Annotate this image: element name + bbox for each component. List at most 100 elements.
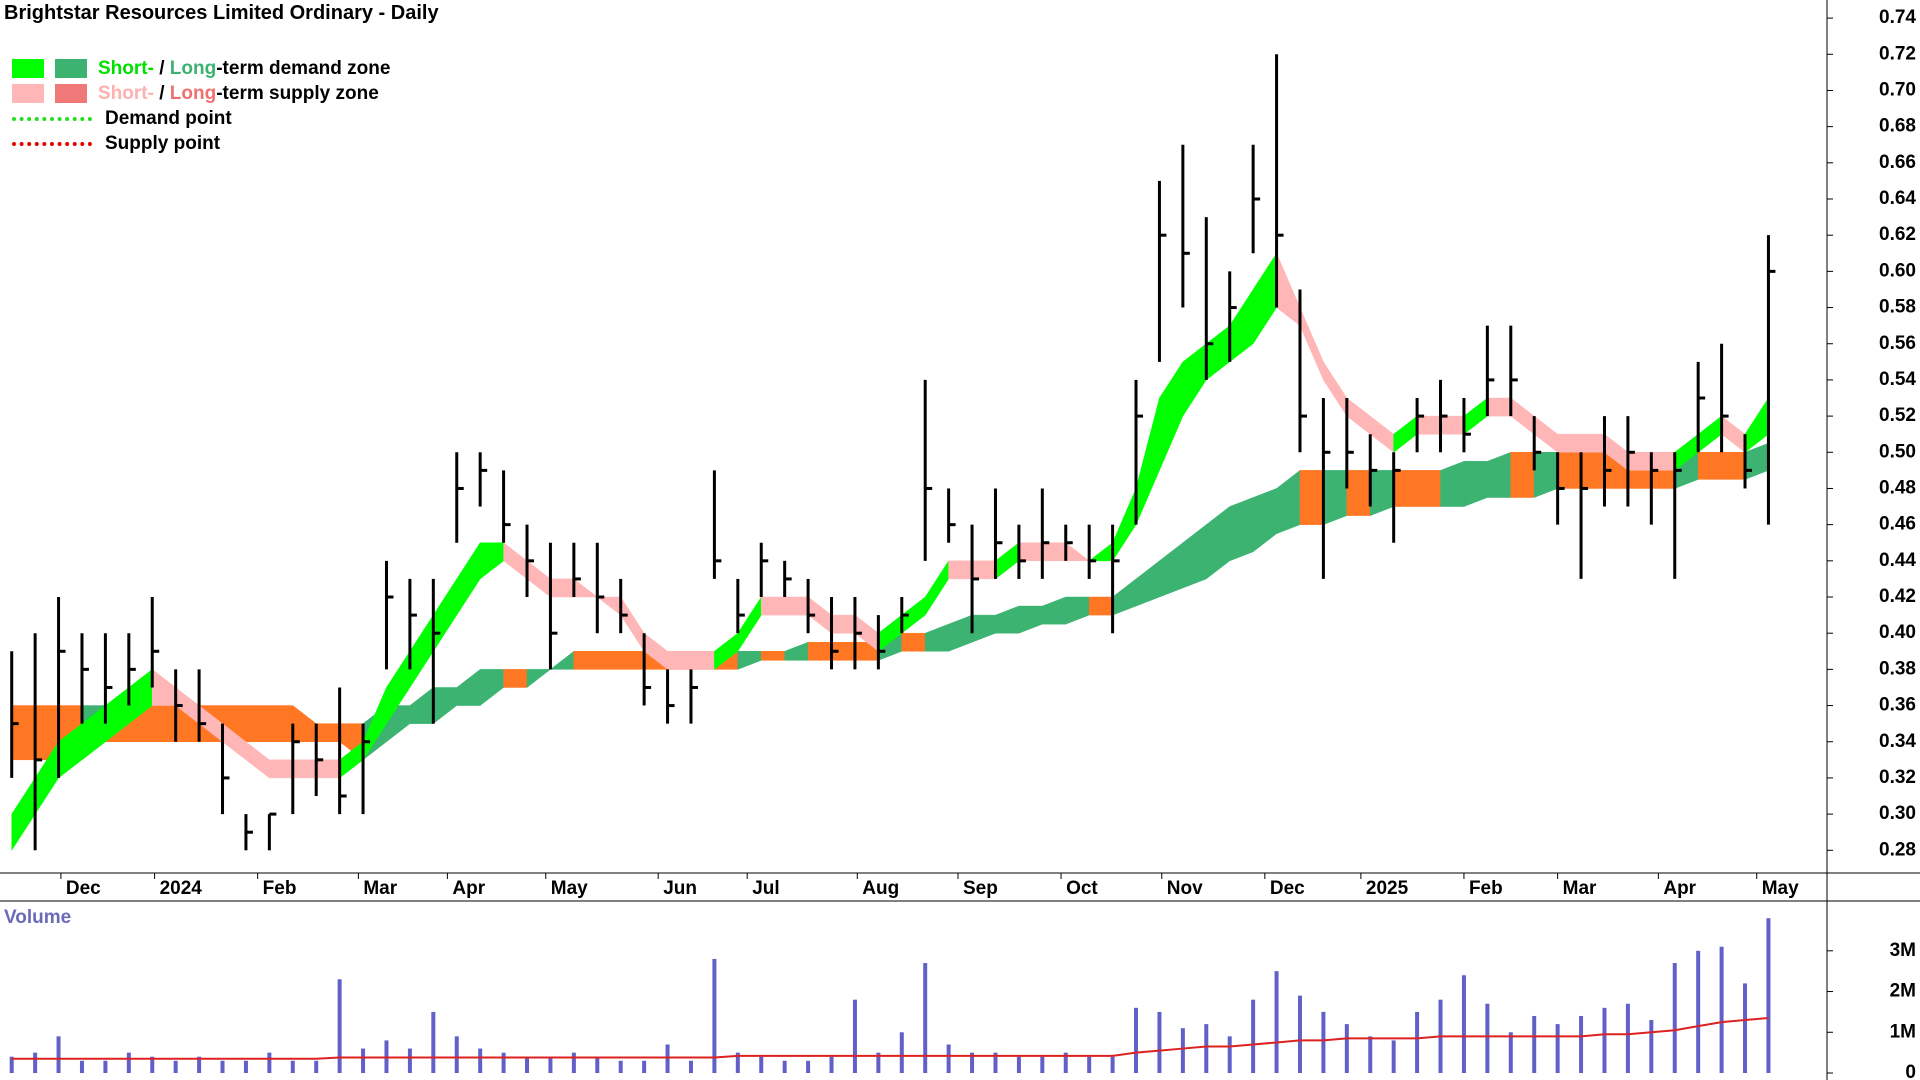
volume-bar xyxy=(548,1056,553,1073)
zone-segment xyxy=(1276,469,1301,535)
x-tick-label: Dec xyxy=(1270,878,1305,899)
zone-segment xyxy=(761,596,785,616)
zone-segment xyxy=(924,559,949,616)
volume-bar xyxy=(314,1060,319,1073)
legend-swatch xyxy=(55,59,87,78)
y-tick-label: 0.62 xyxy=(1879,224,1916,245)
legend-text: Demand point xyxy=(105,108,232,129)
zone-segment xyxy=(1510,397,1535,435)
volume-bar xyxy=(735,1052,740,1073)
legend-text: Short- xyxy=(98,58,154,79)
x-tick-label: Jul xyxy=(752,878,779,899)
zone-segment xyxy=(901,632,926,652)
volume-bar xyxy=(1368,1036,1373,1073)
zone-segment xyxy=(1112,488,1137,562)
volume-bar xyxy=(1134,1007,1139,1073)
volume-bar xyxy=(1625,1003,1630,1073)
volume-bar xyxy=(1719,946,1724,1073)
zone-segment xyxy=(667,651,692,670)
zone-segment xyxy=(1018,542,1043,562)
zone-segment xyxy=(971,560,996,580)
zone-segment xyxy=(971,614,996,643)
zone-segment xyxy=(1323,470,1348,526)
volume-bar xyxy=(923,963,928,1073)
zone-segment xyxy=(831,614,856,634)
volume-bar xyxy=(946,1044,951,1073)
volume-bar xyxy=(618,1060,623,1073)
y-tick-label: 0.58 xyxy=(1879,297,1916,318)
zone-segment xyxy=(409,686,434,724)
legend-text: / xyxy=(153,83,170,104)
volume-bar xyxy=(688,1060,693,1073)
y-tick-label: 0.30 xyxy=(1879,803,1916,824)
zone-segment xyxy=(737,596,762,653)
x-tick-label: Mar xyxy=(1563,878,1597,899)
volume-bar xyxy=(267,1052,272,1073)
zone-segment xyxy=(1065,596,1090,625)
zone-segment xyxy=(1159,542,1184,598)
volume-tick-label: 2M xyxy=(1890,981,1916,1002)
zone-segment xyxy=(1416,415,1441,435)
zone-segment xyxy=(292,705,317,742)
y-tick-label: 0.42 xyxy=(1879,586,1916,607)
volume-bar xyxy=(1672,963,1677,1073)
volume-bar xyxy=(899,1032,904,1073)
volume-bar xyxy=(1063,1052,1068,1073)
y-tick-label: 0.46 xyxy=(1879,514,1916,535)
zone-segment xyxy=(1299,307,1324,381)
zone-segment xyxy=(1018,605,1043,634)
zone-segment xyxy=(1440,415,1465,435)
y-tick-label: 0.48 xyxy=(1879,477,1916,498)
zone-segment xyxy=(1065,542,1090,562)
volume-bar xyxy=(712,958,717,1073)
volume-bar xyxy=(150,1056,155,1073)
volume-bar xyxy=(595,1056,600,1073)
y-tick-label: 0.74 xyxy=(1879,7,1916,28)
legend-item: Supply point xyxy=(12,131,390,156)
volume-bar xyxy=(1649,1020,1654,1073)
volume-bar xyxy=(1157,1011,1162,1073)
zone-segment xyxy=(479,669,504,707)
volume-bar xyxy=(337,979,342,1073)
zone-segment xyxy=(503,542,528,580)
legend-text: Long xyxy=(169,83,217,104)
zone-segment xyxy=(1744,397,1769,453)
zone-segment xyxy=(456,541,481,616)
y-tick-label: 0.28 xyxy=(1879,839,1916,860)
y-tick-label: 0.64 xyxy=(1879,188,1916,209)
legend-swatch xyxy=(12,84,44,103)
x-tick-label: Sep xyxy=(963,878,998,899)
legend-line xyxy=(12,141,92,146)
zone-segment xyxy=(409,614,434,689)
zone-segment xyxy=(1557,433,1582,453)
zone-segment xyxy=(573,578,599,598)
zone-segment xyxy=(549,650,575,670)
zone-segment xyxy=(1533,452,1558,498)
zone-segment xyxy=(948,560,973,580)
zone-segment xyxy=(784,641,809,661)
zone-segment xyxy=(924,623,949,652)
zone-segment xyxy=(1042,596,1066,625)
volume-bar xyxy=(1485,1003,1490,1073)
y-tick-label: 0.54 xyxy=(1879,369,1916,390)
zone-segment xyxy=(1580,433,1605,453)
volume-bar xyxy=(9,1056,14,1073)
zone-segment xyxy=(526,560,551,598)
legend-swatch xyxy=(12,59,44,78)
volume-bar xyxy=(1016,1056,1021,1073)
x-tick-label: Dec xyxy=(66,878,101,899)
zone-segment xyxy=(597,651,621,670)
legend-text: / xyxy=(153,58,170,79)
zone-segment xyxy=(1042,542,1066,562)
volume-bar xyxy=(1344,1024,1349,1073)
x-tick-label: 2025 xyxy=(1366,878,1409,899)
zone-segment xyxy=(456,668,481,706)
volume-bar xyxy=(970,1052,975,1073)
volume-bar xyxy=(478,1048,483,1073)
zone-segment xyxy=(315,723,340,742)
volume-bar xyxy=(1602,1007,1607,1073)
zone-segment xyxy=(11,777,36,852)
volume-bar xyxy=(126,1052,131,1073)
volume-bar xyxy=(220,1060,225,1073)
